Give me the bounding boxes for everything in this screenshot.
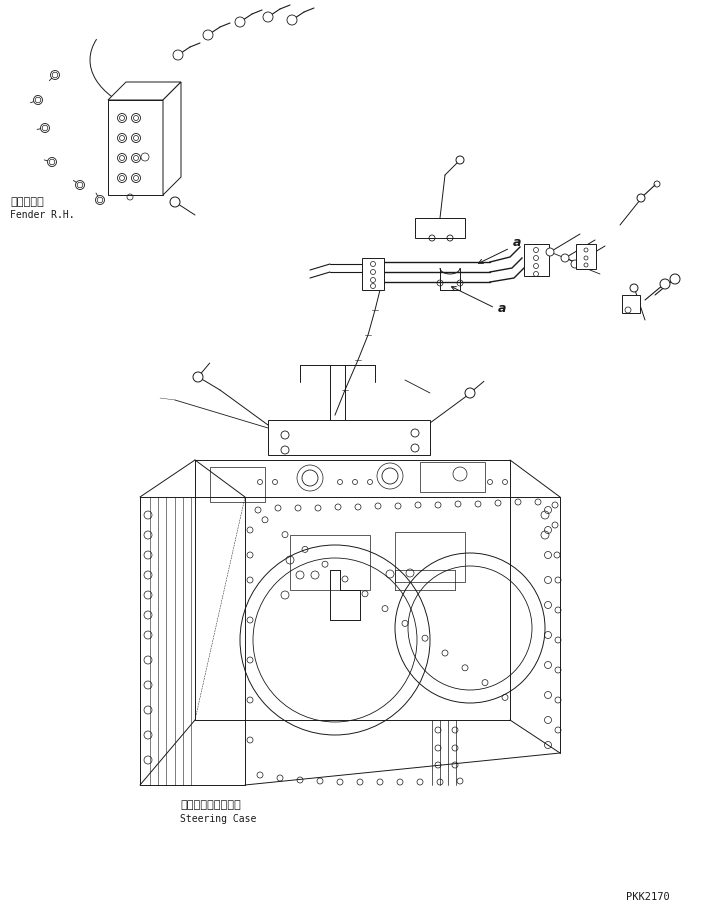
- Bar: [362, 258, 384, 290]
- Circle shape: [456, 156, 464, 164]
- Circle shape: [561, 254, 569, 262]
- Bar: [210, 467, 265, 502]
- Polygon shape: [268, 420, 430, 455]
- Text: ステアリングケース: ステアリングケース: [180, 800, 241, 810]
- Circle shape: [571, 260, 579, 268]
- Text: PKK2170: PKK2170: [626, 892, 670, 902]
- Text: a: a: [513, 236, 521, 249]
- Bar: [395, 532, 465, 582]
- Bar: [420, 462, 485, 492]
- Polygon shape: [245, 497, 560, 785]
- Circle shape: [193, 372, 203, 382]
- Circle shape: [40, 123, 49, 132]
- Circle shape: [95, 196, 105, 205]
- Polygon shape: [108, 82, 181, 100]
- Circle shape: [33, 96, 43, 105]
- Circle shape: [170, 197, 180, 207]
- Circle shape: [48, 157, 56, 166]
- Polygon shape: [140, 497, 245, 785]
- Text: a: a: [498, 302, 506, 315]
- Text: フェンダ右: フェンダ右: [10, 197, 44, 207]
- Circle shape: [630, 284, 638, 292]
- Polygon shape: [415, 218, 465, 238]
- Text: Steering Case: Steering Case: [180, 814, 257, 824]
- Circle shape: [235, 17, 245, 27]
- Circle shape: [660, 279, 670, 289]
- Circle shape: [51, 71, 59, 80]
- Polygon shape: [140, 460, 195, 785]
- Bar: [524, 244, 549, 276]
- Circle shape: [203, 30, 213, 40]
- Bar: [290, 535, 370, 590]
- Text: Fender R.H.: Fender R.H.: [10, 210, 74, 220]
- Polygon shape: [163, 82, 181, 195]
- Circle shape: [287, 15, 297, 25]
- Polygon shape: [195, 460, 560, 497]
- Polygon shape: [108, 100, 163, 195]
- Circle shape: [637, 194, 645, 202]
- Circle shape: [670, 274, 680, 284]
- Circle shape: [173, 50, 183, 60]
- Circle shape: [546, 248, 554, 256]
- Circle shape: [263, 12, 273, 22]
- Circle shape: [75, 180, 85, 189]
- Circle shape: [465, 388, 475, 398]
- Bar: [576, 244, 596, 269]
- Bar: [622, 295, 640, 313]
